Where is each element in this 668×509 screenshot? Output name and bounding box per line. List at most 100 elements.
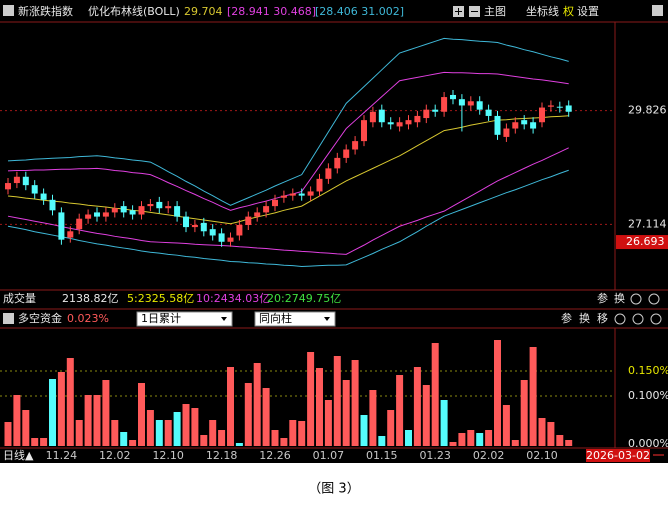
candle-body (289, 193, 296, 196)
fund-label: 多空资金 (18, 311, 62, 325)
tool-icon[interactable] (648, 293, 660, 305)
select-text: 1日累计 (141, 312, 181, 325)
bar (324, 400, 332, 446)
bar (164, 420, 172, 446)
candle-body (191, 224, 198, 228)
bar (40, 438, 48, 446)
bar (467, 430, 475, 446)
toolbar-button[interactable]: 设置 (577, 5, 599, 18)
candle-body (218, 233, 225, 242)
x-tick-label: 12.26 (259, 449, 291, 462)
bar (405, 430, 412, 446)
bar (565, 440, 573, 446)
candle-body (432, 109, 439, 112)
candle-body (521, 120, 528, 125)
zoom-icons[interactable] (453, 6, 480, 17)
bar (387, 410, 395, 446)
panel-button[interactable]: 参 (561, 311, 572, 325)
candle-body (102, 212, 109, 217)
candle-body (405, 120, 412, 125)
panel-button[interactable]: 换 (579, 311, 590, 325)
toolbar-button[interactable]: 主图 (484, 5, 506, 18)
bar (316, 368, 323, 446)
select-arrow (221, 317, 227, 321)
bar (4, 422, 12, 446)
price-marker-box (616, 235, 668, 250)
candle-body (236, 224, 243, 236)
volume-label: 成交量 (3, 291, 36, 305)
date-box (586, 449, 650, 462)
bar (431, 343, 439, 446)
candle-body (503, 128, 510, 137)
bar (227, 367, 234, 446)
candle-body (129, 210, 136, 215)
candle-body (120, 206, 127, 213)
candle-body (325, 168, 332, 179)
volume-value: 2138.82亿 (62, 292, 119, 305)
help-icon[interactable] (3, 313, 14, 324)
candle-body (85, 214, 92, 219)
bar (262, 388, 270, 446)
candle-body (414, 115, 421, 123)
bar (342, 380, 350, 446)
select-box[interactable] (136, 311, 233, 327)
bar (111, 420, 119, 446)
candle-body (174, 206, 181, 217)
bar (502, 405, 510, 446)
y-tick-label: 29.826 (628, 104, 667, 117)
candle-body (49, 199, 56, 211)
tool-icon[interactable] (632, 313, 644, 325)
candle-body (31, 185, 38, 194)
outer-band-value: [28.406 31.002] (315, 5, 404, 18)
panel-button[interactable]: 参 (597, 291, 608, 305)
bar (235, 443, 243, 446)
toolbar-button[interactable]: 坐标线 (526, 4, 559, 18)
candle-body (111, 208, 118, 213)
price-marker-label: 26.693 (626, 235, 665, 248)
tool-icon[interactable] (650, 313, 662, 325)
candle-body (378, 109, 385, 123)
bar (218, 430, 226, 446)
bar (298, 421, 306, 446)
select-box[interactable] (254, 311, 336, 327)
candle-body (494, 115, 501, 135)
x-tick-label: 12.18 (206, 449, 238, 462)
y-tick-label: 0.000% (628, 437, 668, 450)
toolbar-button[interactable]: 权 (563, 5, 574, 18)
candle-body (316, 178, 323, 192)
x-tick-label: 02.10 (526, 449, 558, 462)
bar (31, 438, 39, 446)
candle-body (263, 206, 270, 213)
period-label[interactable]: 日线▲ (3, 448, 34, 462)
candle-body (530, 122, 537, 129)
x-tick-label: 01.07 (313, 449, 345, 462)
help-icon[interactable] (652, 5, 663, 16)
bar (173, 412, 181, 446)
band-line (7, 169, 569, 268)
bar (182, 404, 190, 446)
candle-body (547, 105, 554, 107)
bar (22, 410, 30, 446)
candle-body (200, 222, 207, 232)
panel-button[interactable]: 换 (614, 291, 625, 305)
y-tick-label: 0.150% (628, 364, 668, 377)
bar (529, 347, 537, 446)
x-tick-label: 12.10 (152, 449, 184, 462)
tool-icon[interactable] (630, 293, 642, 305)
bar (84, 395, 92, 446)
candle-body (556, 106, 563, 108)
select-text: 同向柱 (259, 311, 292, 325)
tool-icon[interactable] (614, 313, 626, 325)
mid-value: 29.704 (184, 5, 223, 18)
bar (485, 430, 493, 446)
candle-body (272, 199, 278, 207)
help-icon[interactable] (3, 5, 14, 16)
band-line (7, 37, 569, 206)
bar (422, 385, 430, 446)
candle-body (396, 122, 403, 127)
panel-button[interactable]: 移 (597, 312, 608, 325)
bar (75, 420, 83, 446)
inner-band-value: [28.941 30.468] (227, 5, 316, 18)
bar (538, 418, 546, 446)
candle-body (165, 206, 172, 209)
